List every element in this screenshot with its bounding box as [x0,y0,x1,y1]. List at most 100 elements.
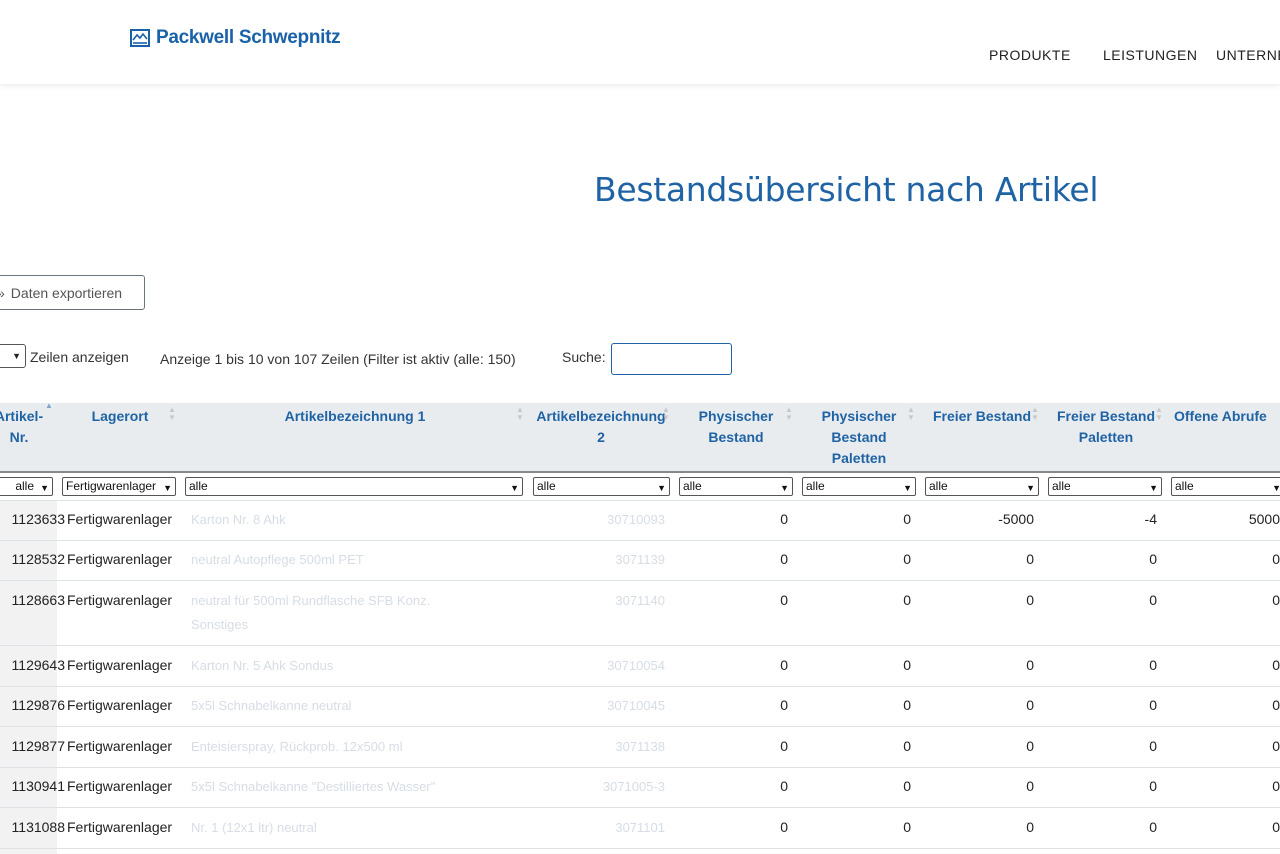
col-header-physischer-bestand-paletten[interactable]: Physischer Bestand Paletten [815,406,903,469]
sort-icon: ▲ ▼ [662,405,670,422]
col-header-artikelbezeichnung-2[interactable]: Artikelbezeichnung 2 [530,406,672,448]
nav-unternehmen[interactable]: UNTERNE [1216,47,1280,63]
cell-value: -5000 [998,511,1034,527]
cell-value: 0 [1149,778,1157,794]
col-header-label: Freier Bestand [932,408,1032,424]
nav-produkte[interactable]: PRODUKTE [989,47,1071,63]
cell-value: 0 [780,697,788,713]
cell-lagerort: Fertigwarenlager [67,592,173,608]
col-header-offene-abrufe[interactable]: Offene Abrufe [1174,406,1280,427]
site-header: Packwell Schwepnitz PRODUKTE LEISTUNGEN … [0,0,1280,84]
logo[interactable]: Packwell Schwepnitz [130,27,341,49]
col-header-label: Artikelbezeichnung 1 [284,408,426,424]
search-input[interactable] [611,343,732,375]
cell-value: 0 [780,778,788,794]
cell-lagerort: Fertigwarenlager [67,657,173,673]
filter-select-artikelbezeichnung-2[interactable]: alle ▼ [533,477,670,496]
export-icon: » [0,285,5,301]
cell-artikelbezeichnung-2: 30710045 [607,698,665,713]
cell-artikelbezeichnung-2: 3071140 [615,593,665,608]
cell-artikelbezeichnung-1-line2: Sonstiges [191,617,249,632]
page-title: Bestandsübersicht nach Artikel [594,170,1099,209]
cell-artikelbezeichnung-1: 5x5l Schnabelkanne "Destilliertes Wasser… [191,779,436,794]
filter-select-artikel-nr[interactable]: alle ▼ [0,477,53,496]
col-header-artikel-nr[interactable]: Artikel-Nr. [0,406,58,448]
nav-leistungen[interactable]: LEISTUNGEN [1103,47,1198,63]
page-length-label: Zeilen anzeigen [30,349,129,365]
cell-value: 0 [903,551,911,567]
cell-value: 0 [780,657,788,673]
cell-lagerort: Fertigwarenlager [67,778,173,794]
cell-value: 0 [1026,778,1034,794]
col-header-physischer-bestand[interactable]: Physischer Bestand [694,406,778,448]
filter-select-offene-abrufe[interactable]: alle ▼ [1171,477,1280,496]
chevron-down-icon: ▼ [903,483,912,493]
col-header-artikelbezeichnung-1[interactable]: Artikelbezeichnung 1 [184,406,526,427]
cell-artikelbezeichnung-1: neutral für 500ml Rundflasche SFB Konz. [191,593,431,608]
col-header-label: Physischer Bestand [698,408,774,445]
filter-value: alle [15,479,34,493]
filter-select-freier-bestand[interactable]: alle ▼ [925,477,1039,496]
col-header-freier-bestand[interactable]: Freier Bestand [928,406,1036,427]
chevron-down-icon: ▼ [12,351,21,361]
cell-artikelbezeichnung-1: neutral Autopflege 500ml PET [191,552,364,567]
chevron-down-icon: ▼ [40,483,49,493]
cell-value: 0 [780,592,788,608]
row-divider [0,500,1280,501]
cell-artikelbezeichnung-1: Karton Nr. 8 Ahk [191,512,286,527]
cell-lagerort: Fertigwarenlager [67,511,173,527]
chevron-down-icon: ▼ [510,483,519,493]
filter-select-freier-bestand-paletten[interactable]: alle ▼ [1048,477,1162,496]
cell-value: 0 [1149,592,1157,608]
cell-value: 0 [780,819,788,835]
sort-icon: ▲ ▼ [168,405,176,422]
cell-value: 5000 [1248,511,1280,527]
sort-icon: ▲ ▼ [516,405,524,422]
cell-artikelbezeichnung-2: 3071101 [615,820,665,835]
cell-artikel-nr: 1128532 [11,551,65,567]
row-divider [0,848,1280,849]
cell-value: -4 [1144,511,1157,527]
cell-value: 0 [1272,778,1280,794]
cell-value: 0 [1149,738,1157,754]
filter-select-lagerort[interactable]: Fertigwarenlager ▼ [62,477,176,496]
cell-value: 0 [903,819,911,835]
cell-value: 0 [1026,657,1034,673]
cell-artikelbezeichnung-1: Karton Nr. 5 Ahk Sondus [191,658,334,673]
row-divider [0,645,1280,646]
filter-select-artikelbezeichnung-1[interactable]: alle ▼ [185,477,523,496]
col-header-label: Freier Bestand Paletten [1056,408,1156,445]
export-button[interactable]: » Daten exportieren [0,275,145,310]
filter-value: alle [189,479,208,493]
filter-value: alle [929,479,948,493]
sort-icon: ▲ ▼ [907,405,915,422]
cell-artikel-nr: 1123633 [11,511,65,527]
col-header-freier-bestand-paletten[interactable]: Freier Bestand Paletten [1050,406,1162,448]
cell-value: 0 [1272,657,1280,673]
cell-artikelbezeichnung-1: Nr. 1 (12x1 ltr) neutral [191,820,317,835]
cell-lagerort: Fertigwarenlager [67,551,173,567]
cell-artikel-nr: 1128663 [11,592,65,608]
cell-value: 0 [1026,738,1034,754]
filter-select-physischer-bestand[interactable]: alle ▼ [679,477,793,496]
filter-value: alle [1175,479,1194,493]
page-length-select[interactable]: ▼ [0,344,26,368]
cell-artikelbezeichnung-2: 30710054 [607,658,665,673]
table-header-divider [0,471,1280,473]
cell-value: 0 [1272,551,1280,567]
cell-lagerort: Fertigwarenlager [67,738,173,754]
sort-asc-icon: ▲ [45,401,53,410]
col-header-label: Lagerort [91,408,149,424]
row-divider [0,686,1280,687]
cell-artikelbezeichnung-1: Enteisierspray, Rückprob. 12x500 ml [191,739,403,754]
cell-artikel-nr: 1130941 [11,778,65,794]
row-divider [0,767,1280,768]
filter-value: alle [537,479,556,493]
cell-value: 0 [1149,657,1157,673]
col-header-lagerort[interactable]: Lagerort [60,406,180,427]
chevron-down-icon: ▼ [163,483,172,493]
cell-value: 0 [780,551,788,567]
cell-artikelbezeichnung-2: 3071139 [615,552,665,567]
filter-select-physischer-bestand-paletten[interactable]: alle ▼ [802,477,916,496]
cell-value: 0 [1026,697,1034,713]
